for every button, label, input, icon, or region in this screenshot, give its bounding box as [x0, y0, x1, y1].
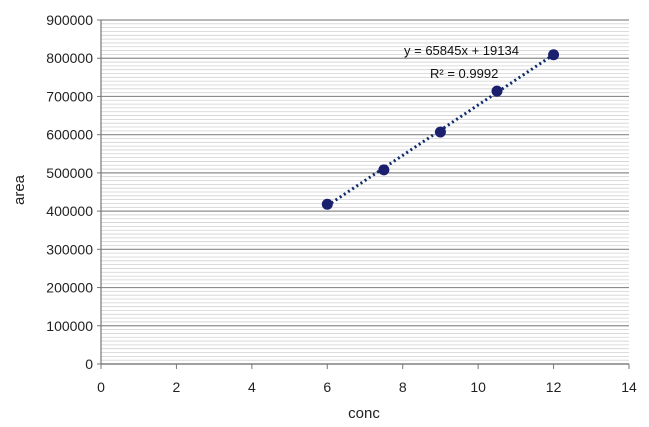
y-tick-labels: 0 100000 200000 300000 400000 500000 600000 700… — [46, 12, 101, 372]
x-tick-label: 8 — [399, 379, 407, 395]
x-axis-title: conc — [348, 405, 380, 422]
y-tick-label: 900000 — [46, 12, 93, 28]
y-tick-label: 500000 — [46, 165, 93, 181]
data-point — [491, 85, 503, 97]
x-tick-label: 6 — [323, 379, 331, 395]
y-tick-label: 300000 — [46, 241, 93, 257]
x-tick-label: 2 — [173, 379, 181, 395]
x-tick-label: 0 — [97, 379, 105, 395]
y-tick-label: 700000 — [46, 88, 93, 104]
data-point — [321, 198, 333, 210]
x-tick-labels: 0 2 4 6 8 10 12 14 — [97, 364, 637, 395]
data-point — [548, 49, 560, 61]
y-tick-label: 400000 — [46, 203, 93, 219]
x-tick-label: 14 — [621, 379, 637, 395]
data-point — [434, 126, 446, 138]
gridlines — [101, 19, 629, 365]
trendline-r-squared: R² = 0.9992 — [430, 66, 498, 81]
y-axis-title: area — [11, 174, 28, 205]
y-tick-label: 0 — [85, 356, 93, 372]
data-points — [321, 49, 560, 210]
y-tick-label: 600000 — [46, 127, 93, 143]
data-point — [378, 164, 390, 176]
y-tick-label: 800000 — [46, 50, 93, 66]
x-tick-label: 12 — [546, 379, 562, 395]
axes — [100, 20, 629, 365]
y-tick-label: 200000 — [46, 280, 93, 296]
y-tick-label: 100000 — [46, 318, 93, 334]
x-tick-label: 10 — [470, 379, 486, 395]
x-tick-label: 4 — [248, 379, 256, 395]
trendline-equation: y = 65845x + 19134 — [404, 43, 519, 58]
